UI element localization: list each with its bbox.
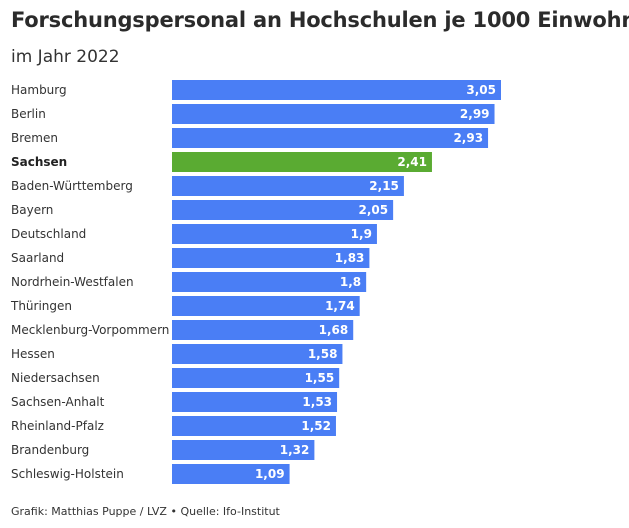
bar-brandenburg <box>172 440 315 460</box>
category-label-bremen: Bremen <box>11 131 58 145</box>
value-label-niedersachsen: 1,55 <box>305 371 335 385</box>
category-label-brandenburg: Brandenburg <box>11 443 89 457</box>
value-label-berlin: 2,99 <box>460 107 490 121</box>
bar-nordrhein-westfalen <box>172 272 367 292</box>
bar-sachsen-anhalt <box>172 392 338 412</box>
bar-berlin <box>172 104 495 124</box>
bar-hamburg <box>172 80 501 100</box>
value-label-schleswig-holstein: 1,09 <box>255 467 285 481</box>
category-label-nordrhein-westfalen: Nordrhein-Westfalen <box>11 275 134 289</box>
value-label-saarland: 1,83 <box>335 251 365 265</box>
value-label-hessen: 1,58 <box>308 347 338 361</box>
bar-niedersachsen <box>172 368 340 388</box>
value-label-nordrhein-westfalen: 1,8 <box>340 275 361 289</box>
category-label-baden-württemberg: Baden-Württemberg <box>11 179 133 193</box>
value-label-thüringen: 1,74 <box>325 299 355 313</box>
category-label-rheinland-pfalz: Rheinland-Pfalz <box>11 419 104 433</box>
value-label-mecklenburg-vorpommern: 1,68 <box>319 323 349 337</box>
chart-title: Forschungspersonal an Hochschulen je 100… <box>11 8 629 32</box>
value-label-sachsen-anhalt: 1,53 <box>302 395 332 409</box>
value-label-baden-württemberg: 2,15 <box>369 179 399 193</box>
chart-subtitle: im Jahr 2022 <box>11 47 120 67</box>
value-label-brandenburg: 1,32 <box>280 443 310 457</box>
category-label-mecklenburg-vorpommern: Mecklenburg-Vorpommern <box>11 323 169 337</box>
bar-chart: Hamburg 3,05 Berlin 2,99 Bremen 2,93 Sachsen 2,… <box>10 80 501 484</box>
category-label-niedersachsen: Niedersachsen <box>11 371 100 385</box>
category-label-berlin: Berlin <box>11 107 46 121</box>
bar-hessen <box>172 344 343 364</box>
value-label-hamburg: 3,05 <box>466 83 496 97</box>
category-label-sachsen: Sachsen <box>11 155 67 169</box>
category-label-saarland: Saarland <box>11 251 64 265</box>
bar-deutschland <box>172 224 377 244</box>
bar-mecklenburg-vorpommern <box>172 320 354 340</box>
value-label-sachsen: 2,41 <box>397 155 427 169</box>
bar-sachsen <box>172 152 432 172</box>
category-label-thüringen: Thüringen <box>10 299 72 313</box>
bar-saarland <box>172 248 370 268</box>
category-label-bayern: Bayern <box>11 203 53 217</box>
bar-schleswig-holstein <box>172 464 290 484</box>
bar-baden-württemberg <box>172 176 404 196</box>
bar-rheinland-pfalz <box>172 416 336 436</box>
category-label-sachsen-anhalt: Sachsen-Anhalt <box>11 395 105 409</box>
category-label-deutschland: Deutschland <box>11 227 86 241</box>
category-label-hessen: Hessen <box>11 347 55 361</box>
category-label-schleswig-holstein: Schleswig-Holstein <box>11 467 124 481</box>
category-label-hamburg: Hamburg <box>11 83 67 97</box>
value-label-bayern: 2,05 <box>359 203 389 217</box>
bar-bayern <box>172 200 394 220</box>
source-footer: Grafik: Matthias Puppe / LVZ • Quelle: I… <box>11 505 280 518</box>
value-label-rheinland-pfalz: 1,52 <box>301 419 331 433</box>
bar-thüringen <box>172 296 360 316</box>
value-label-bremen: 2,93 <box>453 131 483 145</box>
bar-bremen <box>172 128 489 148</box>
value-label-deutschland: 1,9 <box>351 227 372 241</box>
